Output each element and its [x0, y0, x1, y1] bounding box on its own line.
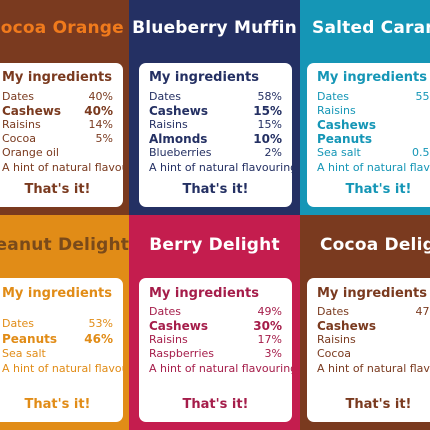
panel-title: Peanut Delight [0, 235, 129, 255]
ingredient-row: Cashews [317, 319, 376, 333]
flavouring-note: A hint of natural flavouring [149, 161, 292, 174]
ingredient-row: Peanuts [317, 132, 372, 146]
ingredient-row: Cashews 15% [149, 104, 282, 118]
ingredients-heading: My ingredients [2, 286, 112, 301]
panel-title: Cocoa Delight [320, 235, 430, 255]
ingredient-row: Almonds 10% [149, 132, 282, 146]
ingredients-card: My ingredients Dates 40% Cashews 40% Raisi… [0, 63, 123, 207]
tagline: That's it! [182, 182, 249, 197]
ingredient-row: Raisins 17% [149, 333, 282, 346]
flavouring-note: A hint of natural flavouring [317, 161, 430, 174]
ingredient-row: Cashews 30% [149, 319, 282, 333]
ingredient-row: Raisins 14% [2, 118, 113, 131]
ingredient-row: Dates 58% [149, 90, 282, 103]
ingredient-row: Blueberries 2% [149, 146, 282, 159]
ingredient-row: Peanuts 46% [2, 332, 113, 346]
ingredients-heading: My ingredients [317, 286, 427, 301]
ingredients-card: My ingredients Dates 49% Cashews 30% Raisi… [139, 278, 292, 422]
flavouring-note: A hint of natural flavouring [2, 362, 123, 375]
ingredient-row: Cocoa 5% [2, 132, 113, 145]
ingredient-row: Raisins [317, 104, 356, 117]
ingredient-row: Cashews 40% [2, 104, 113, 118]
flavouring-note: A hint of natural flavouring [149, 362, 292, 375]
tagline: That's it! [182, 397, 249, 412]
ingredients-heading: My ingredients [2, 70, 112, 85]
ingredient-row: Dates 53% [2, 317, 113, 330]
panel-title: Cocoa Orange [0, 18, 124, 38]
ingredients-heading: My ingredients [149, 70, 259, 85]
tagline: That's it! [24, 397, 91, 412]
ingredient-row: Dates 49% [149, 305, 282, 318]
tagline: That's it! [345, 182, 412, 197]
panel-title: Salted Caramel [312, 18, 430, 38]
tagline: That's it! [345, 397, 412, 412]
ingredient-row: Cashews [317, 118, 376, 132]
ingredients-heading: My ingredients [317, 70, 427, 85]
panel-berry-delight: Berry Delight My ingredients Dates 49% Ca… [129, 215, 300, 430]
ingredients-card: My ingredients Dates 53% Peanuts 46% Sea s… [0, 278, 123, 422]
ingredients-card: My ingredients Dates 58% Cashews 15% Raisi… [139, 63, 292, 207]
ingredient-row: Raspberries 3% [149, 347, 282, 360]
ingredient-row: Dates 40% [2, 90, 113, 103]
ingredient-row: Cocoa [317, 347, 351, 360]
ingredients-heading: My ingredients [149, 286, 259, 301]
ingredient-row: Raisins 15% [149, 118, 282, 131]
panel-title: Berry Delight [149, 235, 280, 255]
flavouring-note: A hint of natural flavouring [317, 362, 430, 375]
ingredient-row: Raisins [317, 333, 356, 346]
ingredient-row: Orange oil [2, 146, 59, 159]
panel-title: Blueberry Muffin [132, 18, 297, 38]
tagline: That's it! [24, 182, 91, 197]
panel-cocoa-orange: Cocoa Orange My ingredients Dates 40% Cas… [0, 0, 129, 215]
flavouring-note: A hint of natural flavouring [2, 161, 123, 174]
panel-blueberry-muffin: Blueberry Muffin My ingredients Dates 58%… [129, 0, 300, 215]
ingredient-row: Sea salt [2, 347, 46, 360]
